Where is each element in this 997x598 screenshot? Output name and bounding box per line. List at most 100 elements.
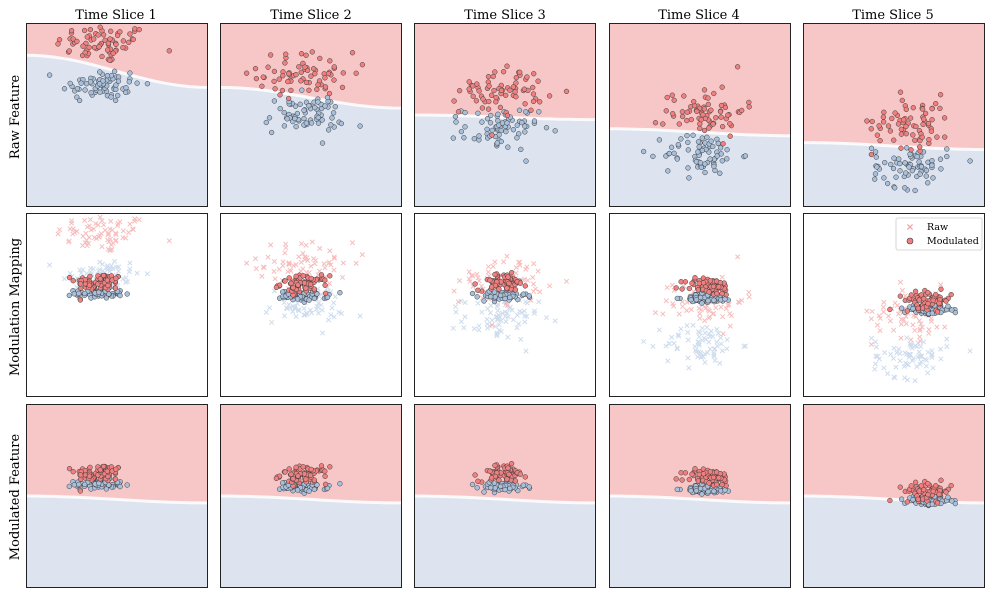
raw-marker (885, 370, 891, 377)
data-point (902, 160, 908, 166)
data-point (311, 486, 318, 493)
data-point (899, 97, 905, 104)
class-a-points (451, 63, 570, 138)
raw-marker (290, 309, 296, 315)
data-point (720, 141, 726, 147)
raw-marker (458, 319, 464, 325)
raw-marker (942, 324, 948, 330)
data-point (466, 79, 472, 85)
raw-marker (698, 307, 704, 313)
data-point (913, 123, 919, 130)
data-point (912, 137, 918, 144)
data-point (306, 103, 312, 109)
data-point (923, 173, 929, 179)
data-point (134, 80, 140, 86)
raw-marker (917, 353, 923, 359)
data-point (710, 474, 717, 481)
raw-marker (711, 352, 717, 358)
raw-marker (530, 281, 537, 287)
data-point (693, 488, 699, 494)
raw-marker (702, 305, 709, 312)
data-point (689, 280, 695, 286)
data-point (331, 77, 337, 83)
raw-marker (492, 259, 498, 265)
data-point (896, 156, 902, 162)
data-point (934, 309, 941, 315)
data-point (319, 117, 325, 123)
data-point (497, 104, 504, 111)
panel-content (414, 23, 596, 207)
raw-marker (97, 267, 103, 273)
data-point (516, 107, 523, 113)
data-point (327, 58, 333, 64)
data-point (693, 297, 699, 303)
raw-marker (501, 259, 507, 265)
raw-marker (484, 321, 490, 327)
raw-class-a-markers (55, 214, 172, 253)
raw-marker (909, 358, 915, 364)
data-point (522, 474, 528, 480)
raw-marker (127, 260, 133, 266)
raw-marker (117, 219, 123, 225)
data-point (514, 122, 520, 128)
raw-marker (704, 324, 710, 330)
raw-marker (724, 346, 730, 352)
data-point (475, 287, 481, 293)
data-point (293, 123, 299, 130)
data-point (268, 129, 275, 136)
raw-marker (451, 288, 457, 294)
raw-marker (719, 274, 725, 280)
data-point (697, 294, 704, 301)
data-point (522, 101, 528, 107)
raw-marker (926, 327, 932, 333)
data-point (87, 79, 94, 85)
data-point (104, 468, 110, 474)
data-point (526, 484, 532, 490)
data-point (707, 156, 713, 162)
data-point (910, 497, 916, 503)
raw-marker (718, 304, 724, 310)
raw-marker (105, 237, 111, 243)
raw-marker (916, 318, 922, 324)
data-point (466, 86, 472, 92)
data-point (708, 107, 714, 113)
raw-marker (739, 297, 745, 303)
data-point (70, 469, 76, 475)
raw-marker (244, 260, 250, 266)
data-point (684, 117, 690, 124)
raw-marker (282, 250, 288, 256)
data-point (916, 297, 922, 303)
data-point (503, 92, 509, 98)
raw-marker (902, 293, 908, 299)
data-point (944, 153, 950, 160)
data-point (327, 464, 333, 470)
raw-marker (902, 350, 908, 356)
raw-marker (680, 303, 686, 310)
row-title-modulated-feature: Modulated Feature (8, 434, 23, 561)
data-point (522, 123, 528, 129)
raw-marker (891, 327, 897, 333)
raw-marker (705, 307, 711, 313)
data-point (113, 41, 119, 48)
panel-frame (609, 404, 791, 588)
data-point (943, 298, 949, 304)
data-point (686, 285, 692, 292)
data-point (910, 306, 916, 312)
raw-marker (498, 317, 504, 324)
raw-marker (684, 323, 690, 329)
data-point (303, 79, 310, 86)
data-point (531, 71, 537, 77)
data-point (929, 501, 935, 507)
data-point (522, 129, 528, 135)
data-point (322, 84, 329, 90)
panel-content (803, 23, 985, 207)
data-point (302, 64, 308, 70)
data-point (104, 47, 111, 53)
raw-marker (663, 298, 669, 304)
raw-marker (298, 241, 305, 247)
data-point (918, 164, 925, 170)
raw-marker (703, 336, 709, 343)
data-point (689, 471, 695, 477)
raw-marker (896, 346, 902, 352)
raw-marker (97, 259, 103, 265)
